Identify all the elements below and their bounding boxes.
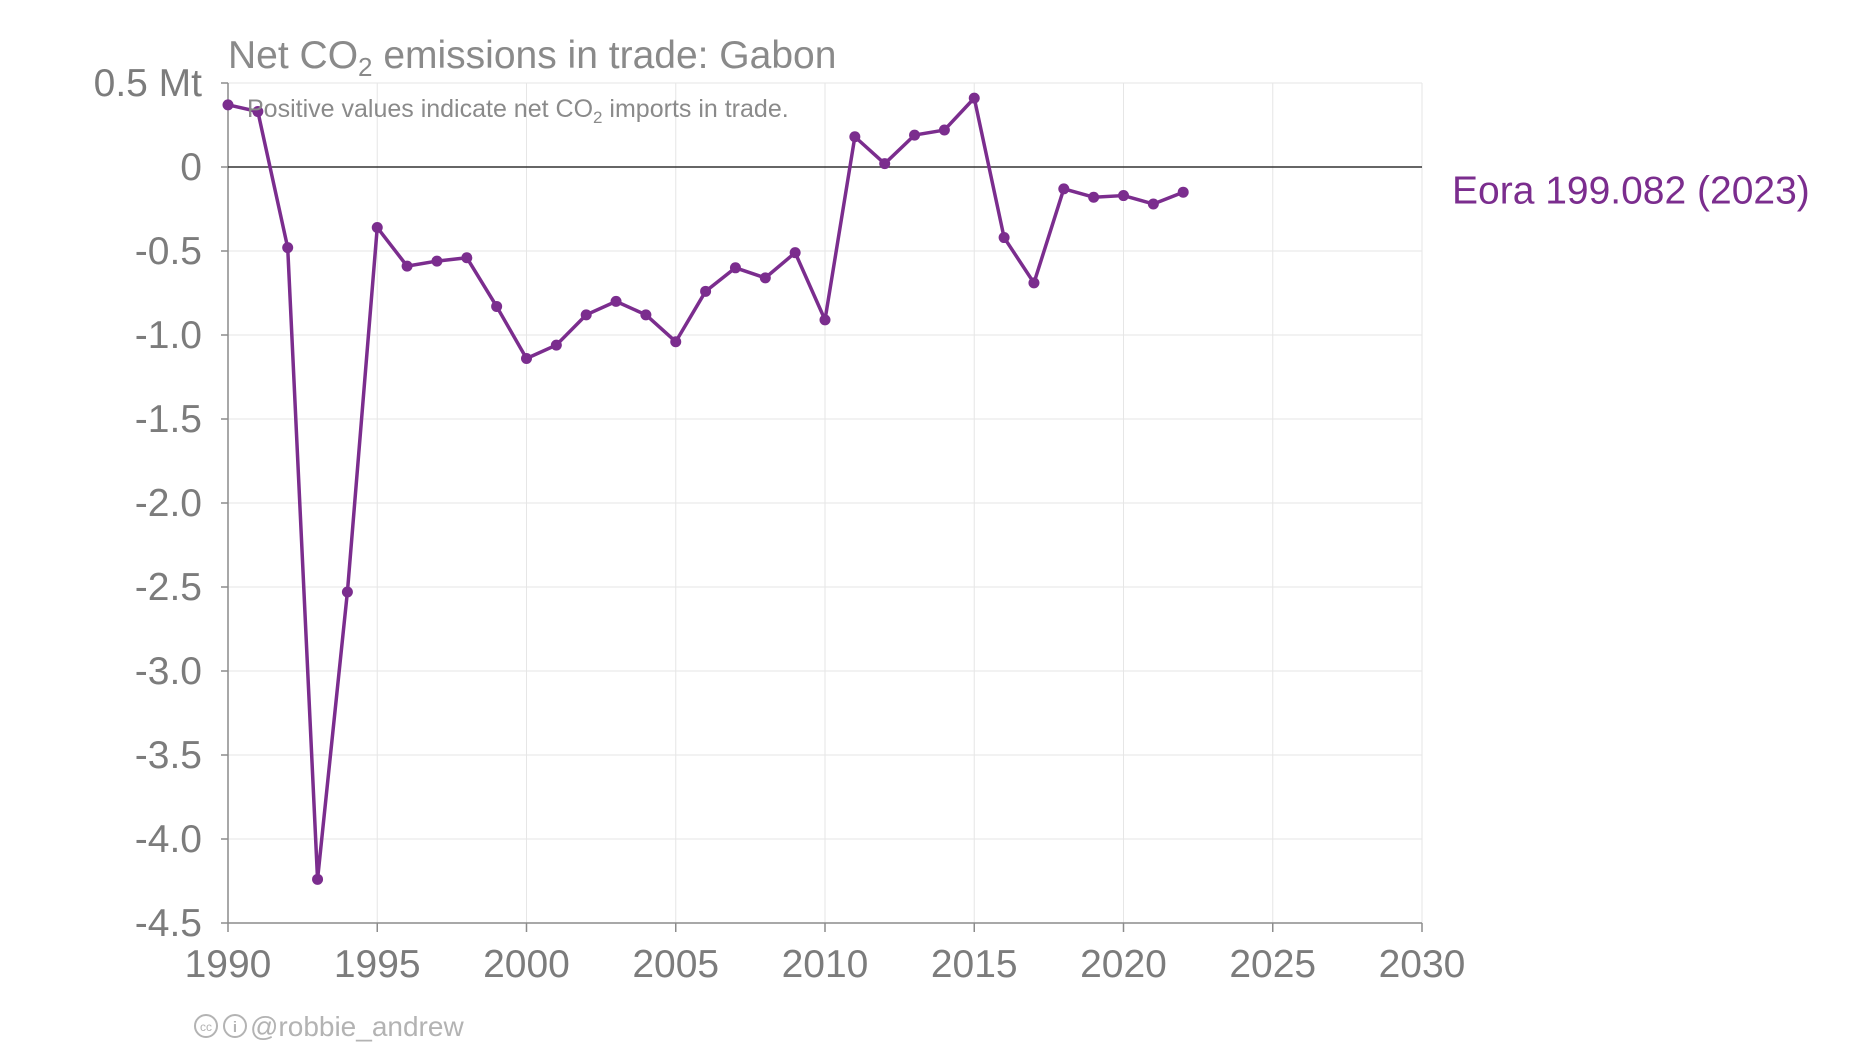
- data-point: [580, 309, 592, 321]
- chart-subtitle-subscript: 2: [593, 108, 602, 127]
- chart-subtitle: Positive values indicate net CO2 imports…: [247, 95, 789, 127]
- data-point: [521, 353, 532, 365]
- y-tick-label: -1.0: [135, 314, 202, 357]
- data-point: [610, 295, 622, 307]
- data-point: [1058, 183, 1070, 195]
- y-tick-label: -2.5: [135, 566, 202, 609]
- data-point: [1177, 186, 1189, 198]
- credit-line: cc i @robbie_andrew: [194, 1011, 464, 1042]
- data-point: [640, 309, 652, 321]
- series-label: Eora 199.082 (2023): [1452, 170, 1810, 213]
- data-point: [879, 158, 891, 170]
- data-point: [819, 314, 831, 326]
- data-point: [759, 272, 771, 284]
- x-tick-label: 2010: [782, 943, 869, 986]
- x-tick-label: 2005: [632, 943, 719, 986]
- chart-title-subscript: 2: [358, 52, 372, 82]
- x-tick-label: 1995: [334, 943, 421, 986]
- label-layer: 0.5 Mt 0 -0.5 -1.0 -1.5 -2.0 -2.5 -3.0 -3.5 -4.0 -…: [94, 62, 1810, 986]
- y-tick-label: 0.5 Mt: [94, 62, 203, 105]
- chart-subtitle-main: Positive values indicate net CO: [247, 95, 593, 123]
- data-point: [312, 873, 324, 885]
- data-point: [252, 106, 264, 118]
- credit-handle: @robbie_andrew: [250, 1011, 464, 1042]
- axis-layer: [221, 82, 1423, 932]
- data-point: [431, 255, 443, 267]
- by-icon-text: i: [233, 1019, 237, 1036]
- grid-layer: [228, 82, 1423, 924]
- data-point: [371, 221, 383, 233]
- data-point: [341, 586, 353, 598]
- data-point: [909, 129, 921, 141]
- chart-title-main: Net CO: [228, 34, 358, 77]
- data-point: [401, 260, 413, 272]
- data-point: [1118, 190, 1129, 202]
- x-tick-label: 2020: [1080, 943, 1167, 986]
- data-point: [849, 131, 861, 143]
- y-tick-label: -1.5: [135, 398, 202, 441]
- chart-subtitle-rest: imports in trade.: [602, 95, 788, 123]
- data-point: [1147, 198, 1159, 210]
- x-tick-label: 1990: [185, 943, 272, 986]
- data-point: [670, 336, 682, 348]
- chart-title: Net CO2 emissions in trade: Gabon: [228, 34, 836, 82]
- data-point: [938, 124, 950, 136]
- y-tick-label: -3.5: [135, 734, 202, 777]
- data-point: [789, 247, 801, 259]
- series-layer: [222, 92, 1189, 885]
- data-point: [282, 242, 294, 254]
- y-tick-label: -2.0: [135, 482, 202, 525]
- y-tick-label: -0.5: [135, 230, 202, 273]
- data-point: [222, 99, 234, 111]
- data-point: [550, 339, 562, 351]
- x-tick-label: 2000: [483, 943, 570, 986]
- data-point: [729, 262, 741, 274]
- data-point: [700, 285, 712, 297]
- cc-icon-text: cc: [200, 1020, 212, 1034]
- cc-icon: [194, 1014, 218, 1038]
- y-tick-label: -4.0: [135, 818, 202, 861]
- series-line: [227, 96, 1184, 882]
- y-tick-label: 0: [180, 146, 202, 189]
- x-tick-label: 2030: [1379, 943, 1466, 986]
- x-tick-label: 2025: [1229, 943, 1316, 986]
- data-point: [968, 92, 980, 104]
- data-point: [998, 232, 1010, 244]
- data-point: [491, 300, 503, 312]
- chart-title-rest: emissions in trade: Gabon: [373, 34, 837, 77]
- by-icon: [223, 1014, 247, 1038]
- y-tick-label: -3.0: [135, 650, 202, 693]
- data-point: [1028, 277, 1040, 289]
- y-tick-label: -4.5: [135, 902, 202, 945]
- data-point: [1088, 191, 1100, 203]
- data-point: [461, 252, 473, 264]
- x-tick-label: 2015: [931, 943, 1018, 986]
